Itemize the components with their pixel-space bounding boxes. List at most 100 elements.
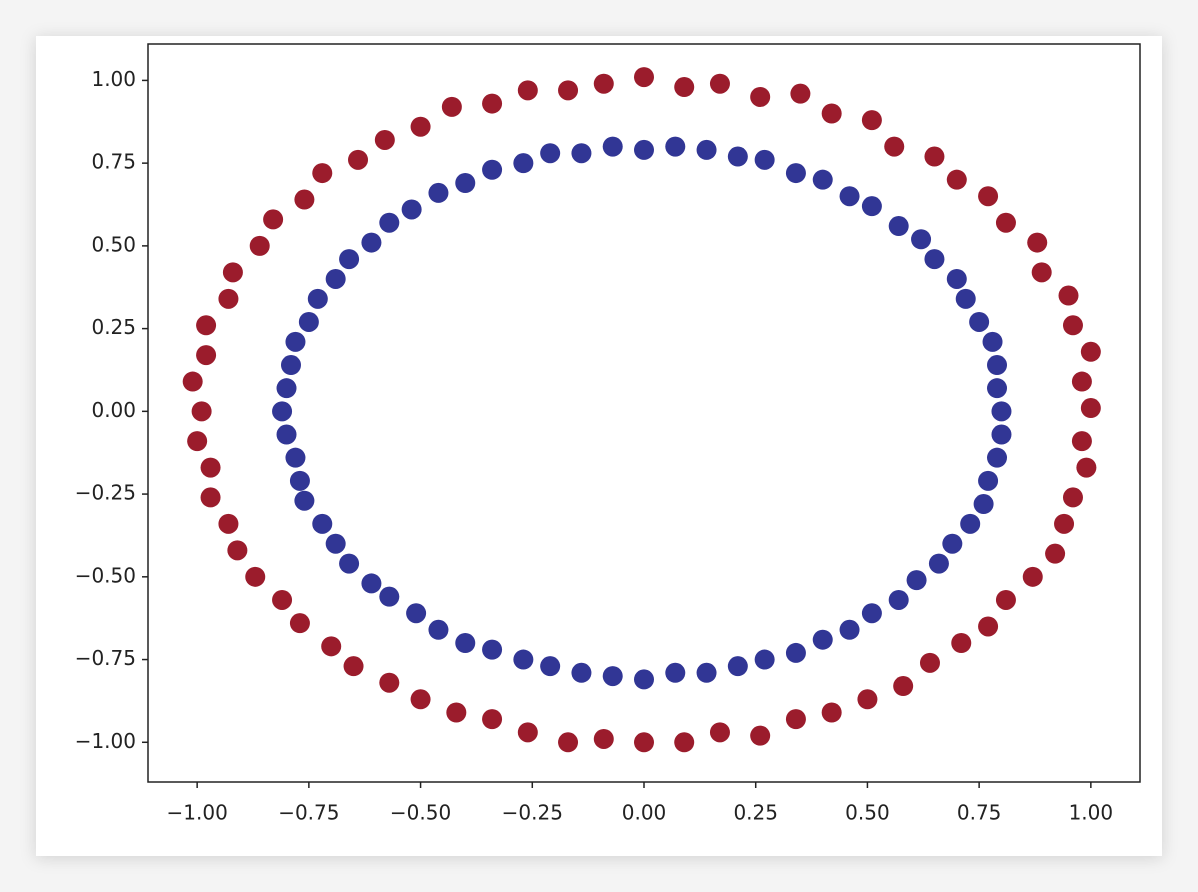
point: [182, 371, 203, 392]
point: [785, 163, 806, 184]
point: [1071, 371, 1092, 392]
point: [888, 216, 909, 237]
point: [1080, 341, 1101, 362]
point: [558, 732, 579, 753]
point: [482, 709, 503, 730]
point: [987, 447, 1008, 468]
x-tick-label: −0.50: [390, 801, 451, 825]
point: [339, 553, 360, 574]
point: [321, 636, 342, 657]
point: [790, 83, 811, 104]
point: [1080, 398, 1101, 419]
point: [839, 619, 860, 640]
point: [924, 249, 945, 270]
point: [696, 662, 717, 683]
point: [893, 676, 914, 697]
x-tick-label: 0.75: [957, 801, 1002, 825]
y-tick-label: 1.00: [91, 67, 136, 91]
point: [312, 513, 333, 534]
point: [361, 232, 382, 253]
point: [951, 633, 972, 654]
x-tick-label: −0.25: [502, 801, 563, 825]
point: [955, 288, 976, 309]
y-tick-label: 0.75: [91, 150, 136, 174]
point: [410, 689, 431, 710]
point: [276, 378, 297, 399]
point: [709, 722, 730, 743]
point: [200, 457, 221, 478]
point: [696, 139, 717, 160]
point: [482, 93, 503, 114]
x-tick-label: 0.50: [845, 801, 890, 825]
y-tick-label: −1.00: [75, 729, 136, 753]
point: [571, 143, 592, 164]
point: [294, 490, 315, 511]
point: [602, 136, 623, 157]
point: [285, 331, 306, 352]
point: [995, 212, 1016, 233]
point: [978, 186, 999, 207]
point: [513, 153, 534, 174]
point: [593, 728, 614, 749]
point: [1045, 543, 1066, 564]
point: [218, 288, 239, 309]
point: [821, 103, 842, 124]
point: [674, 77, 695, 98]
point: [665, 136, 686, 157]
point: [634, 732, 654, 753]
point: [1022, 566, 1043, 587]
point: [991, 401, 1012, 422]
x-tick-label: −0.75: [278, 801, 339, 825]
point: [272, 401, 293, 422]
point: [517, 722, 538, 743]
point: [861, 110, 882, 131]
point: [571, 662, 592, 683]
point: [727, 146, 748, 167]
point: [455, 172, 476, 193]
x-tick-label: 0.00: [622, 801, 667, 825]
point: [374, 129, 395, 150]
point: [995, 589, 1016, 610]
point: [982, 331, 1003, 352]
point: [924, 146, 945, 167]
point: [343, 656, 364, 677]
point: [455, 633, 476, 654]
point: [325, 268, 346, 289]
point: [227, 540, 248, 561]
point: [1071, 431, 1092, 452]
point: [1031, 262, 1052, 283]
point: [441, 96, 462, 117]
point: [1054, 513, 1075, 534]
point: [884, 136, 905, 157]
point: [987, 378, 1008, 399]
point: [379, 586, 400, 607]
point: [969, 311, 990, 332]
point: [946, 169, 967, 190]
point: [196, 315, 217, 336]
point: [272, 589, 293, 610]
point: [517, 80, 538, 101]
point: [482, 159, 503, 180]
point: [1062, 315, 1083, 336]
point: [263, 209, 284, 230]
point: [674, 732, 695, 753]
y-tick-label: 0.00: [91, 398, 136, 422]
point: [634, 67, 654, 88]
point: [821, 702, 842, 723]
point: [379, 212, 400, 233]
x-tick-label: 1.00: [1069, 801, 1114, 825]
point: [978, 616, 999, 637]
y-tick-label: 0.50: [91, 232, 136, 256]
point: [593, 73, 614, 94]
point: [187, 431, 208, 452]
point: [906, 570, 927, 591]
point: [857, 689, 878, 710]
point: [222, 262, 243, 283]
point: [812, 169, 833, 190]
point: [861, 603, 882, 624]
card: [36, 36, 1162, 856]
point: [602, 666, 623, 687]
point: [482, 639, 503, 660]
point: [785, 642, 806, 663]
point: [276, 424, 297, 445]
